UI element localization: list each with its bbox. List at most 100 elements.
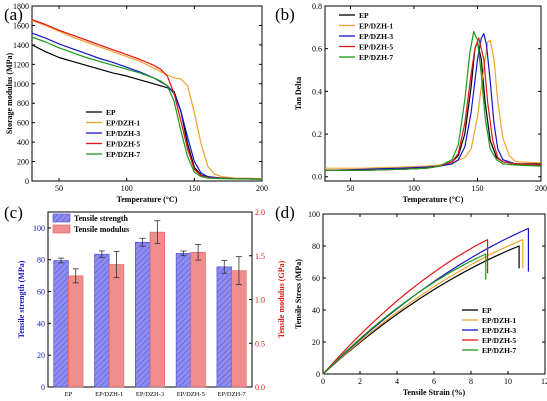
panel-label-c: (c) bbox=[4, 203, 23, 222]
y-tick-label: 20 bbox=[312, 338, 320, 347]
x-tick-label: EP bbox=[65, 391, 73, 398]
y-tick-label: 80 bbox=[37, 256, 45, 265]
legend-entry: EP/DZH-1 bbox=[106, 119, 140, 128]
series-line bbox=[322, 245, 520, 375]
x-tick-label: 50 bbox=[55, 184, 63, 193]
chart-d: 0 2 4 6 8 10 12 0 20 40 60 80 100 Tensile Strain (%) T… bbox=[294, 210, 547, 397]
x-tick-label: 8 bbox=[469, 377, 473, 386]
y-tick-label: 1400 bbox=[13, 41, 29, 50]
y2-tick-label: 2.0 bbox=[255, 208, 265, 217]
series-line bbox=[31, 20, 263, 180]
y-tick-label: 0.2 bbox=[312, 130, 322, 139]
x-tick-label: 10 bbox=[504, 377, 512, 386]
bar-tensile-modulus bbox=[231, 270, 247, 388]
series-line bbox=[322, 239, 524, 375]
legend-entry: EP bbox=[359, 11, 369, 20]
x-tick-label: 0 bbox=[321, 377, 325, 386]
y-tick-label: 1800 bbox=[13, 2, 29, 11]
legend-entry: EP/DZH-1 bbox=[359, 22, 393, 31]
y2-tick-label: 1.5 bbox=[255, 252, 265, 261]
legend-entry: EP bbox=[106, 108, 116, 117]
bar-tensile-modulus bbox=[149, 231, 165, 388]
legend-entry: EP/DZH-3 bbox=[359, 32, 393, 41]
y-tick-label: 1600 bbox=[13, 21, 29, 30]
series-line bbox=[324, 33, 542, 171]
y-tick-label: 1000 bbox=[13, 80, 29, 89]
x-axis-label: Temperature (°C) bbox=[403, 195, 464, 204]
y2-axis-label: Tensile modulus (GPa) bbox=[277, 260, 286, 338]
series-line bbox=[325, 37, 542, 171]
y-tick-label: 0.4 bbox=[312, 87, 322, 96]
legend-entry: EP/DZH-5 bbox=[482, 336, 516, 345]
x-tick-label: 2 bbox=[358, 377, 362, 386]
series-line bbox=[31, 19, 263, 180]
panel-label-d: (d) bbox=[275, 203, 295, 222]
y-tick-label: 80 bbox=[312, 242, 320, 251]
y-axis-label: Tan Delta bbox=[294, 77, 303, 110]
legend-entry: EP/DZH-7 bbox=[359, 53, 393, 62]
y-axis-label: Tensile strength (MPa) bbox=[17, 260, 26, 338]
y-tick-label: 100 bbox=[308, 210, 320, 219]
legend-entry: EP/DZH-5 bbox=[359, 43, 393, 52]
y-tick-label: 600 bbox=[17, 119, 29, 128]
bar-tensile-modulus bbox=[68, 275, 84, 388]
chart-a: 50 100 150 200 0 200 400 600 800 1000 1200 1400 1600… bbox=[5, 2, 268, 204]
legend-entry: EP/DZH-5 bbox=[106, 140, 140, 149]
series-line bbox=[325, 31, 542, 171]
x-tick-label: 200 bbox=[535, 184, 547, 193]
y-tick-label: 400 bbox=[17, 138, 29, 147]
y-tick-label: 0 bbox=[25, 177, 29, 186]
y-tick-label: 0.6 bbox=[312, 45, 322, 54]
x-tick-label: EP/DZH-7 bbox=[218, 391, 247, 398]
panel-label-a: (a) bbox=[4, 5, 23, 24]
legend-swatch bbox=[52, 213, 71, 223]
series-line bbox=[325, 41, 541, 171]
chart-c: EP EP/DZH-1 EP/DZH-3 EP/DZH-5 EP/DZH-7 0 20 40 6… bbox=[17, 208, 286, 398]
bar-tensile-strength bbox=[94, 253, 110, 388]
x-tick-label: 4 bbox=[395, 377, 399, 386]
series-line bbox=[325, 39, 542, 169]
x-tick-label: EP/DZH-5 bbox=[177, 391, 205, 398]
y-tick-label: 0 bbox=[316, 370, 320, 379]
x-tick-label: 50 bbox=[346, 184, 354, 193]
series-line bbox=[31, 36, 263, 180]
legend-entry: EP/DZH-3 bbox=[482, 326, 516, 335]
y-tick-label: 20 bbox=[37, 351, 45, 360]
chart-b: 50 100 150 200 0.0 0.2 0.4 0.6 0.8 Temperature (°… bbox=[294, 2, 547, 204]
x-tick-label: EP/DZH-3 bbox=[136, 391, 164, 398]
y-tick-label: 0.8 bbox=[312, 2, 322, 11]
y-tick-label: 200 bbox=[17, 158, 29, 167]
x-tick-label: 6 bbox=[432, 377, 436, 386]
bar-tensile-strength bbox=[135, 241, 151, 388]
x-tick-label: 150 bbox=[188, 184, 200, 193]
bar-tensile-strength bbox=[53, 260, 69, 388]
legend-entry: EP/DZH-1 bbox=[482, 316, 516, 325]
plot-frame bbox=[31, 5, 263, 182]
legend-entry: EP bbox=[482, 306, 492, 315]
y-tick-label: 0 bbox=[41, 383, 45, 392]
bar-tensile-modulus bbox=[108, 264, 125, 388]
legend-entry: Tensile strength bbox=[74, 214, 129, 223]
y-axis-label: Storage modulus (MPa) bbox=[5, 53, 14, 135]
x-tick-label: 200 bbox=[256, 184, 268, 193]
y-tick-label: 800 bbox=[17, 99, 29, 108]
y-tick-label: 40 bbox=[312, 306, 320, 315]
bar-tensile-strength bbox=[216, 266, 232, 388]
y-tick-label: 40 bbox=[37, 319, 45, 328]
y-tick-label: 60 bbox=[312, 274, 320, 283]
legend-entry: EP/DZH-3 bbox=[106, 129, 140, 138]
x-tick-label: 12 bbox=[541, 377, 547, 386]
plot-frame bbox=[324, 5, 542, 182]
series-line bbox=[31, 32, 263, 180]
bar-tensile-strength bbox=[175, 253, 192, 388]
x-axis-label: Tensile Strain (%) bbox=[403, 388, 466, 397]
y-axis-label: Tensile Stress (MPa) bbox=[294, 259, 303, 329]
series-line bbox=[322, 239, 489, 375]
y-tick-label: 100 bbox=[33, 224, 45, 233]
x-tick-label: 150 bbox=[471, 184, 483, 193]
x-axis-label: Temperature (°C) bbox=[117, 195, 178, 204]
legend-swatch bbox=[52, 224, 71, 234]
y-tick-label: 0.0 bbox=[312, 173, 322, 182]
x-tick-label: 100 bbox=[121, 184, 133, 193]
